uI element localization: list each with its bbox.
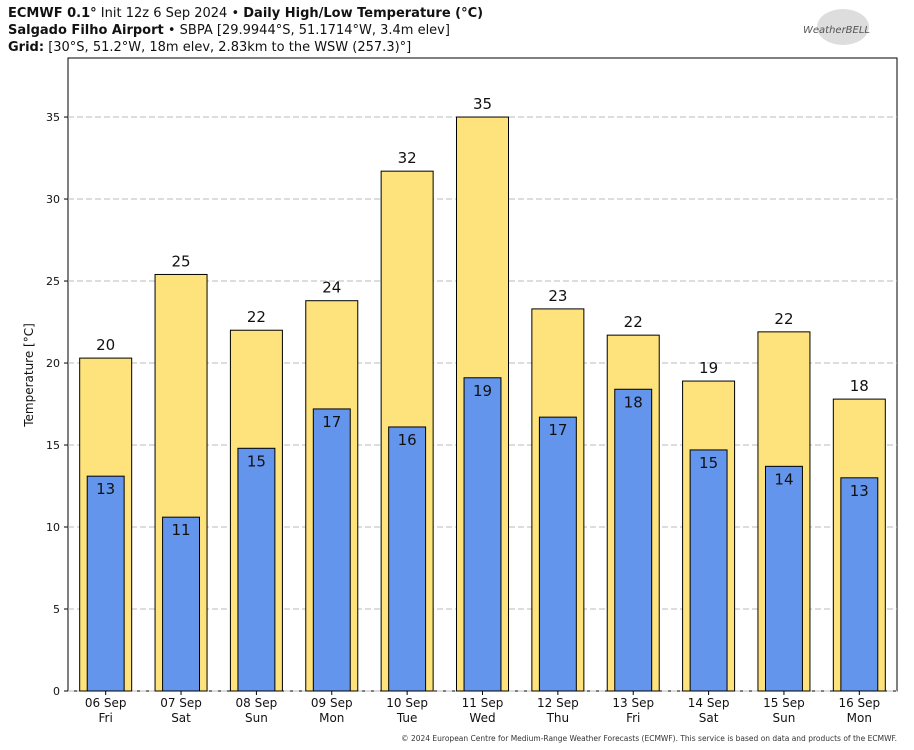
y-tick-label: 15 <box>46 439 60 452</box>
x-tick-label: 12 Sep <box>537 696 579 710</box>
x-tick-weekday: Sat <box>699 711 719 725</box>
low-bar <box>840 477 879 692</box>
low-bar <box>237 447 276 692</box>
grid-info: [30°S, 51.2°W, 18m elev, 2.83km to the W… <box>48 40 411 55</box>
low-label: 11 <box>171 521 190 539</box>
logo: WeatherBELL <box>803 25 870 36</box>
high-label: 23 <box>548 287 567 305</box>
low-label: 13 <box>96 480 115 498</box>
high-label: 22 <box>624 313 643 331</box>
y-tick-label: 30 <box>46 193 60 206</box>
x-tick-weekday: Fri <box>99 711 113 725</box>
init-text: Init 12z 6 Sep 2024 • <box>101 6 239 21</box>
y-tick-label: 20 <box>46 357 60 370</box>
low-label: 19 <box>473 382 492 400</box>
grid-label: Grid: <box>8 40 44 55</box>
low-label: 17 <box>322 413 341 431</box>
high-label: 24 <box>322 279 341 297</box>
logo-mark <box>817 9 869 45</box>
low-label: 16 <box>398 431 417 449</box>
low-bar <box>388 426 427 692</box>
high-label: 32 <box>398 149 417 167</box>
title-line: ECMWF 0.1° Init 12z 6 Sep 2024 • Daily H… <box>8 6 483 21</box>
y-axis-label: Temperature [°C] <box>22 323 36 428</box>
low-bar <box>463 377 502 692</box>
high-label: 18 <box>850 377 869 395</box>
low-bar <box>614 388 653 692</box>
x-tick-weekday: Thu <box>546 711 570 725</box>
low-bar <box>162 516 201 692</box>
y-tick-label: 35 <box>46 111 60 124</box>
grid-line-text: Grid: [30°S, 51.2°W, 18m elev, 2.83km to… <box>8 40 411 55</box>
x-tick-label: 07 Sep <box>160 696 202 710</box>
low-label: 18 <box>624 393 643 411</box>
x-tick-weekday: Sun <box>245 711 268 725</box>
x-tick-weekday: Wed <box>469 711 495 725</box>
high-label: 35 <box>473 95 492 113</box>
x-tick-label: 10 Sep <box>386 696 428 710</box>
y-tick-label: 5 <box>53 603 60 616</box>
low-label: 15 <box>247 452 266 470</box>
low-bar <box>538 416 577 692</box>
y-tick-label: 0 <box>53 685 60 698</box>
high-label: 22 <box>774 310 793 328</box>
low-bar <box>312 408 351 692</box>
low-label: 15 <box>699 454 718 472</box>
footer: © 2024 European Centre for Medium-Range … <box>401 734 897 743</box>
product-title: Daily High/Low Temperature (°C) <box>243 6 483 21</box>
x-tick-label: 15 Sep <box>763 696 805 710</box>
station: • SBPA [29.9944°S, 51.1714°W, 3.4m elev] <box>168 23 450 38</box>
low-label: 17 <box>548 421 567 439</box>
x-tick-weekday: Fri <box>626 711 640 725</box>
x-tick-label: 13 Sep <box>612 696 654 710</box>
low-label: 14 <box>774 470 793 488</box>
x-tick-label: 08 Sep <box>236 696 278 710</box>
location: Salgado Filho Airport <box>8 23 164 38</box>
low-label: 13 <box>850 482 869 500</box>
high-label: 25 <box>171 252 190 270</box>
low-bar <box>764 465 803 692</box>
x-tick-label: 16 Sep <box>838 696 880 710</box>
low-bar <box>86 475 125 692</box>
x-tick-label: 14 Sep <box>688 696 730 710</box>
x-tick-weekday: Tue <box>396 711 418 725</box>
x-tick-weekday: Mon <box>319 711 344 725</box>
y-tick-label: 25 <box>46 275 60 288</box>
x-tick-weekday: Sun <box>773 711 796 725</box>
high-label: 19 <box>699 359 718 377</box>
x-tick-label: 06 Sep <box>85 696 127 710</box>
x-tick-label: 09 Sep <box>311 696 353 710</box>
y-tick-label: 10 <box>46 521 60 534</box>
x-tick-weekday: Sat <box>171 711 191 725</box>
high-label: 22 <box>247 308 266 326</box>
model-title: ECMWF 0.1° <box>8 6 97 21</box>
x-tick-weekday: Mon <box>847 711 872 725</box>
location-line: Salgado Filho Airport • SBPA [29.9944°S,… <box>8 23 450 38</box>
low-bar <box>689 449 728 692</box>
x-tick-label: 11 Sep <box>462 696 504 710</box>
high-label: 20 <box>96 336 115 354</box>
